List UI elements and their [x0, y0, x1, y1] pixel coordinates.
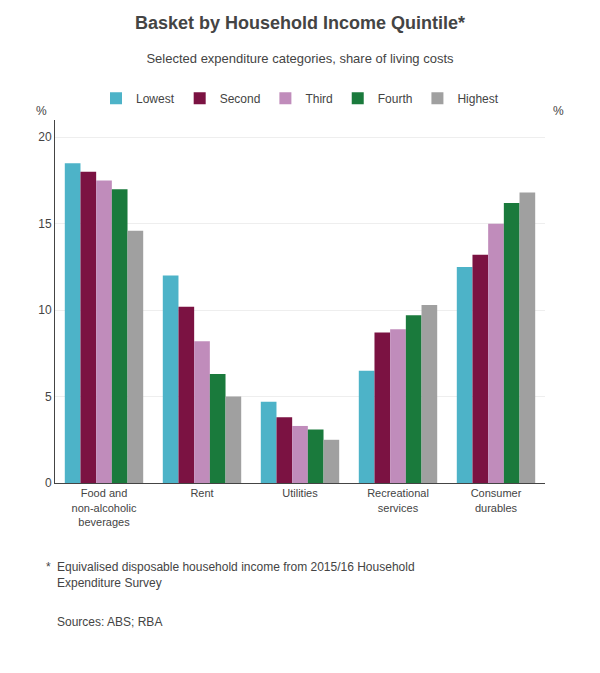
svg-text:Consumerdurables: Consumerdurables: [471, 487, 522, 513]
svg-text:15: 15: [38, 217, 52, 231]
svg-text:Selected expenditure categorie: Selected expenditure categories, share o…: [146, 51, 454, 66]
svg-text:Basket by Household Income Qui: Basket by Household Income Quintile*: [135, 13, 465, 33]
svg-text:10: 10: [38, 303, 52, 317]
svg-text:Rent: Rent: [190, 487, 213, 499]
svg-text:Highest: Highest: [457, 92, 498, 106]
svg-text:Second: Second: [220, 92, 261, 106]
svg-text:Recreationalservices: Recreationalservices: [367, 487, 429, 513]
svg-text:Equivalised disposable househo: Equivalised disposable household income …: [57, 560, 415, 590]
svg-text:Fourth: Fourth: [378, 92, 413, 106]
svg-text:%: %: [553, 104, 564, 118]
svg-text:Sources: ABS; RBA: Sources: ABS; RBA: [57, 615, 162, 629]
svg-text:Lowest: Lowest: [136, 92, 175, 106]
svg-text:0: 0: [45, 476, 52, 490]
svg-text:*: *: [46, 560, 51, 574]
svg-text:%: %: [36, 104, 47, 118]
svg-text:Utilities: Utilities: [282, 487, 318, 499]
svg-text:Third: Third: [305, 92, 332, 106]
svg-text:5: 5: [45, 390, 52, 404]
svg-text:20: 20: [38, 130, 52, 144]
svg-text:Food andnon-alcoholicbeverages: Food andnon-alcoholicbeverages: [72, 487, 137, 528]
